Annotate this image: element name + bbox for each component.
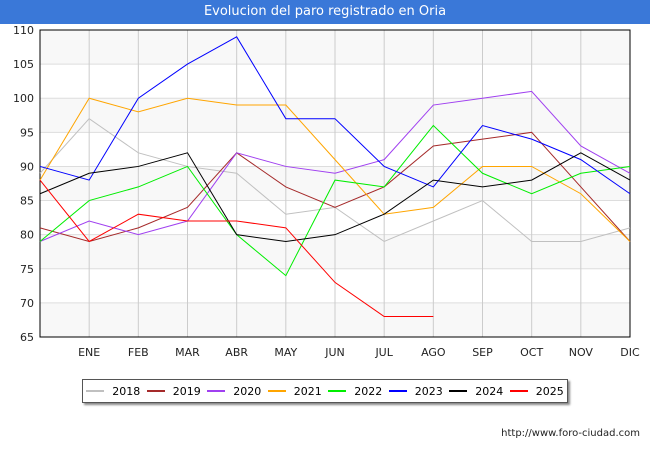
- x-tick-label: ABR: [225, 346, 248, 359]
- legend-swatch: [86, 390, 105, 392]
- x-tick-label: JUN: [324, 346, 345, 359]
- legend-label: 2018: [112, 384, 141, 398]
- series-line-2024: [39, 152, 631, 242]
- x-tick-label: SEP: [472, 346, 493, 359]
- series-line-2022: [39, 124, 631, 277]
- legend-item-2024: 2024: [449, 385, 503, 398]
- source-url[interactable]: http://www.foro-ciudad.com: [501, 428, 640, 439]
- legend-label: 2025: [535, 384, 564, 398]
- y-tick-label: 75: [20, 263, 34, 276]
- legend-swatch: [388, 390, 407, 392]
- series-line-2019: [39, 131, 631, 243]
- y-tick-label: 85: [20, 195, 34, 208]
- series-line-2021: [39, 97, 631, 242]
- x-tick-label: OCT: [520, 346, 543, 359]
- y-tick-label: 105: [13, 58, 34, 71]
- legend-item-2018: 2018: [86, 385, 140, 398]
- legend: 2018 2019 2020 2021 2022 2023 2024 2025: [82, 379, 568, 403]
- series-line-2023: [39, 36, 631, 195]
- y-tick-label: 90: [20, 160, 34, 173]
- x-tick-label: FEB: [128, 346, 149, 359]
- y-tick-label: 100: [13, 92, 34, 105]
- legend-item-2025: 2025: [509, 384, 564, 398]
- legend-swatch: [328, 390, 347, 392]
- x-tick-label: AGO: [421, 346, 446, 359]
- legend-label: 2020: [233, 384, 262, 398]
- series-line-2025: [39, 179, 434, 318]
- y-tick-label: 80: [20, 229, 34, 242]
- legend-swatch: [267, 390, 286, 392]
- y-tick-label: 110: [13, 24, 34, 37]
- legend-label: 2023: [414, 384, 443, 398]
- y-tick-label: 95: [20, 126, 34, 139]
- x-tick-label: MAR: [175, 346, 200, 359]
- x-tick-label: ENE: [78, 346, 100, 359]
- legend-label: 2024: [475, 384, 504, 398]
- plot-border: [39, 29, 631, 338]
- legend-swatch: [207, 390, 226, 392]
- legend-item-2022: 2022: [328, 385, 382, 398]
- x-tick-label: DIC: [620, 346, 640, 359]
- legend-label: 2019: [172, 384, 201, 398]
- legend-item-2021: 2021: [267, 384, 322, 398]
- legend-swatch: [509, 390, 528, 392]
- legend-item-2019: 2019: [146, 384, 201, 398]
- legend-item-2023: 2023: [388, 384, 443, 398]
- legend-label: 2021: [293, 384, 322, 398]
- y-tick-label: 65: [20, 331, 34, 344]
- x-tick-label: MAY: [274, 346, 297, 359]
- x-tick-label: NOV: [569, 346, 594, 359]
- legend-label: 2022: [354, 384, 383, 398]
- y-tick-label: 70: [20, 297, 34, 310]
- series-line-2020: [39, 90, 631, 242]
- chart-title: Evolucion del paro registrado en Oria: [0, 0, 650, 24]
- legend-item-2020: 2020: [207, 385, 261, 398]
- legend-swatch: [449, 390, 468, 392]
- legend-swatch: [146, 390, 165, 392]
- x-tick-label: JUL: [374, 346, 393, 359]
